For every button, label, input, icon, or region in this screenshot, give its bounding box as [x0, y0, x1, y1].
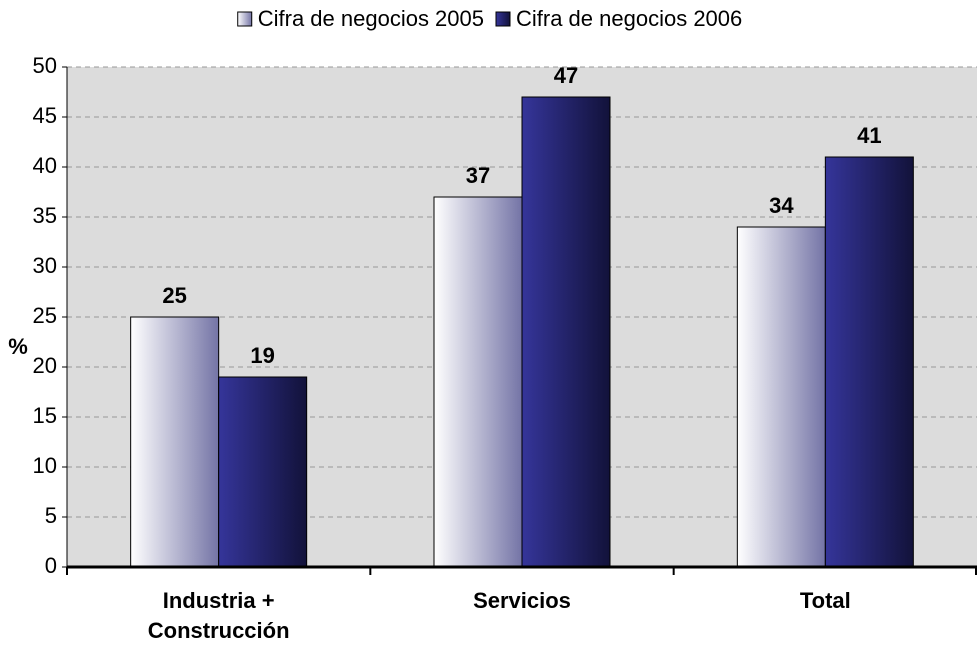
- y-tick-label: 15: [33, 403, 57, 428]
- legend-label: Cifra de negocios 2005: [258, 6, 484, 31]
- y-tick-label: 30: [33, 253, 57, 278]
- y-tick-label: 50: [33, 53, 57, 78]
- y-tick-label: 10: [33, 453, 57, 478]
- x-tick-label: Servicios: [473, 588, 571, 613]
- legend-swatch: [237, 11, 253, 27]
- data-label: 47: [554, 63, 578, 88]
- x-tick-label: Total: [799, 588, 851, 613]
- y-tick-label: 35: [33, 203, 57, 228]
- y-tick-label: 5: [45, 503, 57, 528]
- y-tick-label: 0: [45, 553, 57, 578]
- y-tick-label: 45: [33, 103, 57, 128]
- data-label: 37: [466, 163, 490, 188]
- bar: [433, 196, 523, 568]
- bar: [218, 376, 308, 568]
- y-tick-label: 20: [33, 353, 57, 378]
- data-label: 34: [769, 193, 794, 218]
- y-axis-label: %: [8, 334, 28, 359]
- y-tick-label: 25: [33, 303, 57, 328]
- bar: [130, 316, 220, 568]
- legend-label: Cifra de negocios 2006: [516, 6, 742, 31]
- data-label: 19: [250, 343, 274, 368]
- x-tick-label: Industria + Construcción: [147, 588, 290, 643]
- bar: [824, 156, 914, 568]
- data-label: 41: [857, 123, 881, 148]
- y-tick-label: 40: [33, 153, 57, 178]
- bar: [521, 96, 611, 568]
- data-label: 25: [162, 283, 186, 308]
- legend: Cifra de negocios 2005 Cifra de negocios …: [237, 6, 742, 31]
- legend-swatch: [495, 11, 511, 27]
- bar: [736, 226, 826, 568]
